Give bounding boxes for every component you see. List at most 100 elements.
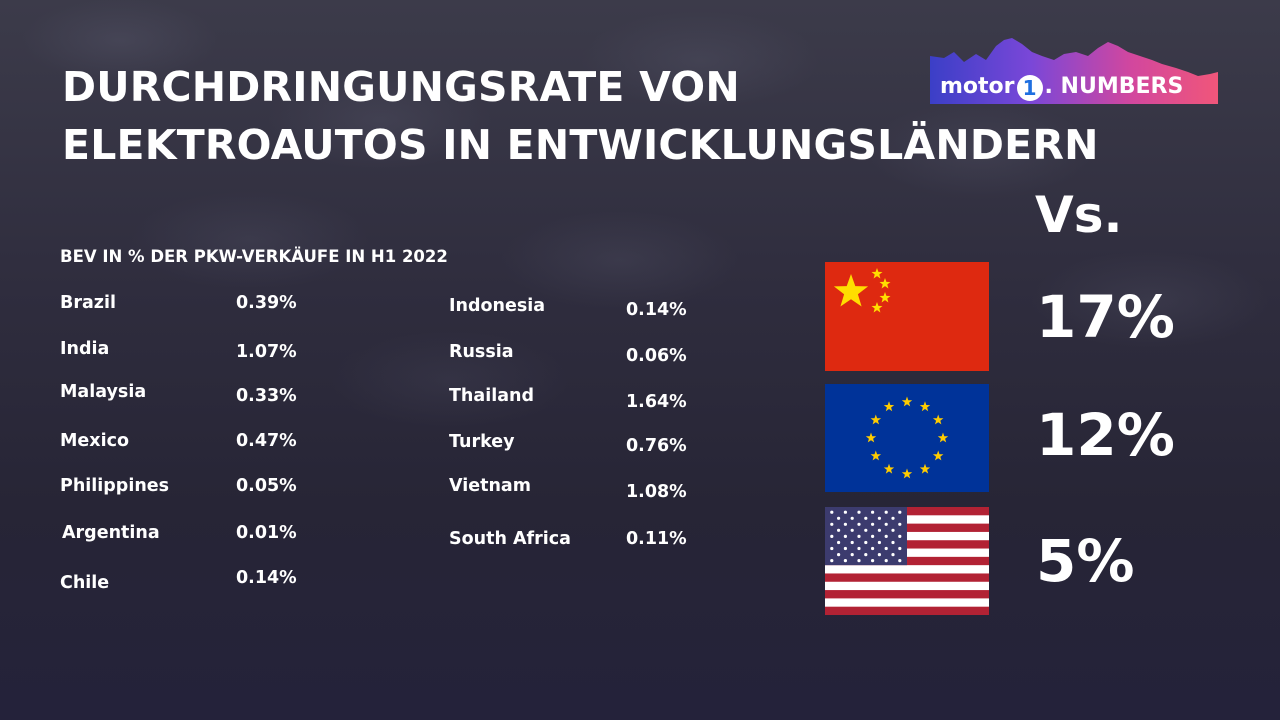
usa-star (871, 534, 875, 538)
logo-text-numbers: . NUMBERS (1044, 74, 1184, 99)
usa-star (837, 553, 841, 557)
versus-label: Vs. (1035, 186, 1123, 244)
table-row: Philippines 0.05% (60, 476, 297, 496)
usa-star (884, 534, 888, 538)
usa-star (843, 534, 847, 538)
usa-star (837, 528, 841, 532)
china-percentage: 17% (1036, 283, 1175, 351)
usa-star (850, 553, 854, 557)
usa-star (864, 540, 868, 545)
usa-star (884, 546, 888, 551)
country-name: Russia (449, 342, 514, 362)
eu-star (932, 414, 944, 425)
usa-star (877, 540, 881, 545)
table-row: Vietnam 1.08% (449, 476, 687, 502)
usa-star (857, 522, 861, 526)
usa-star (843, 510, 847, 514)
usa-star (884, 510, 888, 514)
usa-star (898, 522, 902, 526)
table-row: Malaysia 0.33% (60, 382, 297, 406)
table-subtitle: BEV IN % DER PKW-VERKÄUFE IN H1 2022 (60, 247, 448, 266)
usa-star (830, 559, 834, 563)
country-value: 0.76% (626, 436, 687, 456)
logo-skyline-graphic (930, 38, 1218, 104)
china-flag-icon (825, 262, 989, 371)
country-name: Turkey (449, 432, 515, 452)
title-line-2: ELEKTROAUTOS IN ENTWICKLUNGSLÄNDERN (62, 121, 1099, 169)
usa-star (871, 510, 875, 514)
table-row: Mexico 0.47% (60, 431, 297, 451)
country-name: South Africa (449, 529, 571, 549)
usa-star (864, 516, 868, 520)
country-name: Chile (60, 573, 110, 593)
country-name: Indonesia (449, 296, 546, 316)
table-row: Russia 0.06% (449, 342, 687, 366)
usa-star (891, 553, 895, 557)
usa-star (871, 546, 875, 551)
eu-star (870, 414, 882, 425)
country-value: 1.08% (626, 482, 687, 502)
table-row: Argentina 0.01% (62, 523, 297, 543)
motor1-numbers-logo: motor 1. NUMBERS (930, 34, 1218, 110)
usa-flag-icon (825, 507, 989, 615)
usa-star (877, 516, 881, 520)
eu-star (937, 432, 949, 443)
usa-star (850, 516, 854, 520)
usa-star (830, 522, 834, 526)
country-value: 0.11% (626, 529, 687, 549)
eu-star (932, 450, 944, 461)
usa-star (857, 546, 861, 551)
usa-stripe (825, 573, 989, 582)
country-value: 0.33% (236, 386, 297, 406)
table-row: India 1.07% (60, 339, 297, 362)
table-row: South Africa 0.11% (449, 529, 687, 549)
usa-star (843, 559, 847, 563)
usa-stripe (825, 590, 989, 599)
country-name: Brazil (60, 293, 116, 313)
eu-star (901, 396, 913, 407)
country-name: Vietnam (449, 476, 531, 496)
usa-star (871, 559, 875, 563)
usa-star (857, 510, 861, 514)
country-value: 0.05% (236, 476, 297, 496)
usa-star (898, 559, 902, 563)
usa-star (891, 540, 895, 545)
country-value: 0.14% (626, 300, 687, 320)
usa-star (898, 534, 902, 538)
logo-circle-one: 1 (1016, 75, 1043, 101)
country-value: 0.39% (236, 293, 297, 313)
usa-star (850, 540, 854, 545)
country-value: 1.07% (236, 342, 297, 362)
eu-star (883, 463, 895, 474)
usa-star (830, 534, 834, 538)
table-row: Thailand 1.64% (449, 386, 687, 412)
country-value: 0.01% (236, 523, 297, 543)
country-name: India (60, 339, 110, 359)
country-name: Argentina (62, 523, 160, 543)
table-row: Chile 0.14% (60, 568, 297, 593)
logo-text-motor: motor (940, 74, 1015, 99)
usa-star (837, 516, 841, 520)
usa-star (830, 546, 834, 551)
usa-star (871, 522, 875, 526)
country-value: 0.06% (626, 346, 687, 366)
usa-star (857, 559, 861, 563)
eu-star (870, 450, 882, 461)
usa-star (830, 510, 834, 514)
usa-star (843, 546, 847, 551)
eu-star (883, 401, 895, 412)
table-row: Brazil 0.39% (60, 293, 297, 313)
usa-star (877, 528, 881, 532)
usa-percentage: 5% (1036, 527, 1135, 595)
country-value: 1.64% (626, 392, 687, 412)
logo-wordmark: motor 1. NUMBERS (940, 74, 1183, 101)
eu-star (865, 432, 877, 443)
table-row: Indonesia 0.14% (449, 296, 687, 320)
eu-percentage: 12% (1036, 401, 1175, 469)
eu-flag-icon (825, 384, 989, 492)
usa-star (857, 534, 861, 538)
usa-star (884, 522, 888, 526)
usa-star (898, 510, 902, 514)
eu-star (919, 463, 931, 474)
